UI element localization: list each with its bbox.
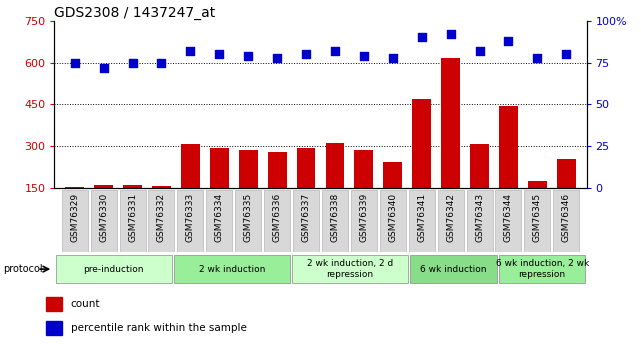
FancyBboxPatch shape bbox=[322, 190, 348, 252]
FancyBboxPatch shape bbox=[553, 190, 579, 252]
FancyBboxPatch shape bbox=[119, 190, 146, 252]
FancyBboxPatch shape bbox=[264, 190, 290, 252]
Text: GSM76336: GSM76336 bbox=[272, 193, 281, 242]
Point bbox=[99, 65, 109, 70]
FancyBboxPatch shape bbox=[206, 190, 232, 252]
Point bbox=[561, 51, 571, 57]
Bar bbox=[46, 297, 62, 311]
Bar bbox=[268, 152, 287, 230]
FancyBboxPatch shape bbox=[410, 255, 497, 283]
FancyBboxPatch shape bbox=[467, 190, 492, 252]
Bar bbox=[499, 106, 518, 230]
Text: GSM76342: GSM76342 bbox=[446, 193, 455, 242]
Bar bbox=[441, 58, 460, 230]
Bar bbox=[65, 187, 84, 230]
Bar bbox=[326, 143, 344, 230]
Bar bbox=[46, 322, 62, 335]
Bar bbox=[557, 159, 576, 230]
Point bbox=[301, 51, 311, 57]
FancyBboxPatch shape bbox=[56, 255, 172, 283]
Text: protocol: protocol bbox=[3, 264, 43, 274]
FancyBboxPatch shape bbox=[351, 190, 377, 252]
Text: GSM76338: GSM76338 bbox=[331, 193, 340, 242]
FancyBboxPatch shape bbox=[235, 190, 262, 252]
Point bbox=[243, 53, 253, 59]
FancyBboxPatch shape bbox=[499, 255, 585, 283]
Text: GSM76339: GSM76339 bbox=[360, 193, 369, 242]
Bar bbox=[239, 150, 258, 230]
Text: GSM76341: GSM76341 bbox=[417, 193, 426, 242]
Text: percentile rank within the sample: percentile rank within the sample bbox=[71, 323, 247, 333]
FancyBboxPatch shape bbox=[90, 190, 117, 252]
FancyBboxPatch shape bbox=[292, 255, 408, 283]
Text: GSM76329: GSM76329 bbox=[71, 193, 79, 242]
Point bbox=[185, 48, 196, 53]
FancyBboxPatch shape bbox=[409, 190, 435, 252]
Text: GSM76337: GSM76337 bbox=[301, 193, 310, 242]
Point bbox=[359, 53, 369, 59]
Text: GSM76346: GSM76346 bbox=[562, 193, 570, 242]
Bar bbox=[210, 148, 229, 230]
Point bbox=[532, 55, 542, 60]
Bar bbox=[470, 144, 489, 230]
Bar bbox=[123, 185, 142, 230]
FancyBboxPatch shape bbox=[379, 190, 406, 252]
Text: 2 wk induction, 2 d
repression: 2 wk induction, 2 d repression bbox=[307, 259, 393, 279]
FancyBboxPatch shape bbox=[149, 190, 174, 252]
Point bbox=[214, 51, 224, 57]
Text: GSM76344: GSM76344 bbox=[504, 193, 513, 242]
Text: GSM76331: GSM76331 bbox=[128, 193, 137, 242]
Text: 6 wk induction, 2 wk
repression: 6 wk induction, 2 wk repression bbox=[495, 259, 589, 279]
FancyBboxPatch shape bbox=[438, 190, 463, 252]
Bar bbox=[528, 181, 547, 230]
Point bbox=[330, 48, 340, 53]
Text: count: count bbox=[71, 299, 101, 309]
Text: pre-induction: pre-induction bbox=[83, 265, 144, 274]
Text: GSM76333: GSM76333 bbox=[186, 193, 195, 242]
Point bbox=[388, 55, 398, 60]
Text: GSM76335: GSM76335 bbox=[244, 193, 253, 242]
FancyBboxPatch shape bbox=[62, 190, 88, 252]
Text: GSM76330: GSM76330 bbox=[99, 193, 108, 242]
FancyBboxPatch shape bbox=[524, 190, 551, 252]
Point bbox=[503, 38, 513, 43]
Point bbox=[445, 31, 456, 37]
Text: GSM76340: GSM76340 bbox=[388, 193, 397, 242]
Text: 6 wk induction: 6 wk induction bbox=[420, 265, 487, 274]
Text: GDS2308 / 1437247_at: GDS2308 / 1437247_at bbox=[54, 6, 216, 20]
Point bbox=[474, 48, 485, 53]
FancyBboxPatch shape bbox=[293, 190, 319, 252]
Bar bbox=[297, 148, 315, 230]
Text: 2 wk induction: 2 wk induction bbox=[199, 265, 265, 274]
Point bbox=[156, 60, 167, 65]
Point bbox=[417, 35, 427, 40]
Bar bbox=[181, 144, 200, 230]
Bar bbox=[383, 162, 402, 230]
Bar bbox=[152, 186, 171, 230]
Point bbox=[272, 55, 282, 60]
Bar bbox=[94, 185, 113, 230]
Text: GSM76345: GSM76345 bbox=[533, 193, 542, 242]
Point bbox=[70, 60, 80, 65]
Text: GSM76343: GSM76343 bbox=[475, 193, 484, 242]
Bar bbox=[412, 99, 431, 230]
FancyBboxPatch shape bbox=[178, 190, 203, 252]
Text: GSM76334: GSM76334 bbox=[215, 193, 224, 242]
Point bbox=[128, 60, 138, 65]
FancyBboxPatch shape bbox=[495, 190, 522, 252]
FancyBboxPatch shape bbox=[174, 255, 290, 283]
Text: GSM76332: GSM76332 bbox=[157, 193, 166, 242]
Bar bbox=[354, 150, 373, 230]
